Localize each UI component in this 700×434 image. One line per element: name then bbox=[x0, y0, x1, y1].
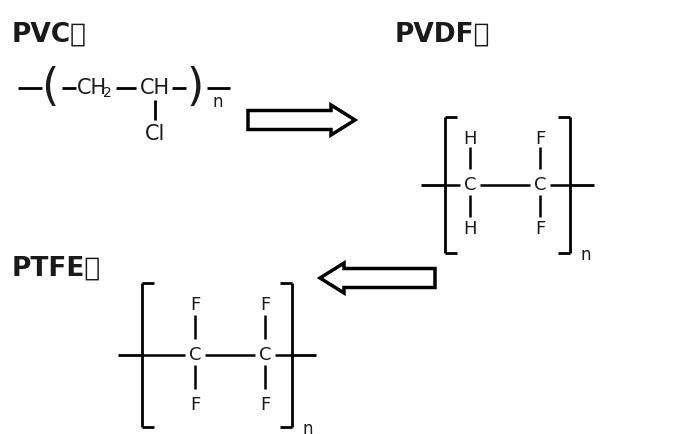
Text: F: F bbox=[535, 130, 545, 148]
Text: (: ( bbox=[41, 66, 59, 109]
Polygon shape bbox=[248, 105, 355, 135]
Text: PVC：: PVC： bbox=[12, 22, 87, 48]
Text: CH: CH bbox=[77, 78, 107, 98]
Text: n: n bbox=[213, 93, 223, 111]
Text: PVDF：: PVDF： bbox=[395, 22, 491, 48]
Text: ): ) bbox=[186, 66, 204, 109]
Text: C: C bbox=[533, 176, 546, 194]
Text: n: n bbox=[581, 246, 592, 264]
Text: n: n bbox=[302, 420, 314, 434]
Text: H: H bbox=[463, 130, 477, 148]
Text: F: F bbox=[190, 296, 200, 314]
Text: 2: 2 bbox=[103, 86, 111, 100]
Text: PTFE：: PTFE： bbox=[12, 256, 102, 282]
Text: H: H bbox=[463, 220, 477, 238]
Text: C: C bbox=[259, 346, 272, 364]
Text: C: C bbox=[189, 346, 202, 364]
Polygon shape bbox=[320, 263, 435, 293]
Text: F: F bbox=[260, 296, 270, 314]
Text: Cl: Cl bbox=[145, 124, 165, 144]
Text: F: F bbox=[260, 396, 270, 414]
Text: CH: CH bbox=[140, 78, 170, 98]
Text: F: F bbox=[190, 396, 200, 414]
Text: F: F bbox=[535, 220, 545, 238]
Text: C: C bbox=[463, 176, 476, 194]
